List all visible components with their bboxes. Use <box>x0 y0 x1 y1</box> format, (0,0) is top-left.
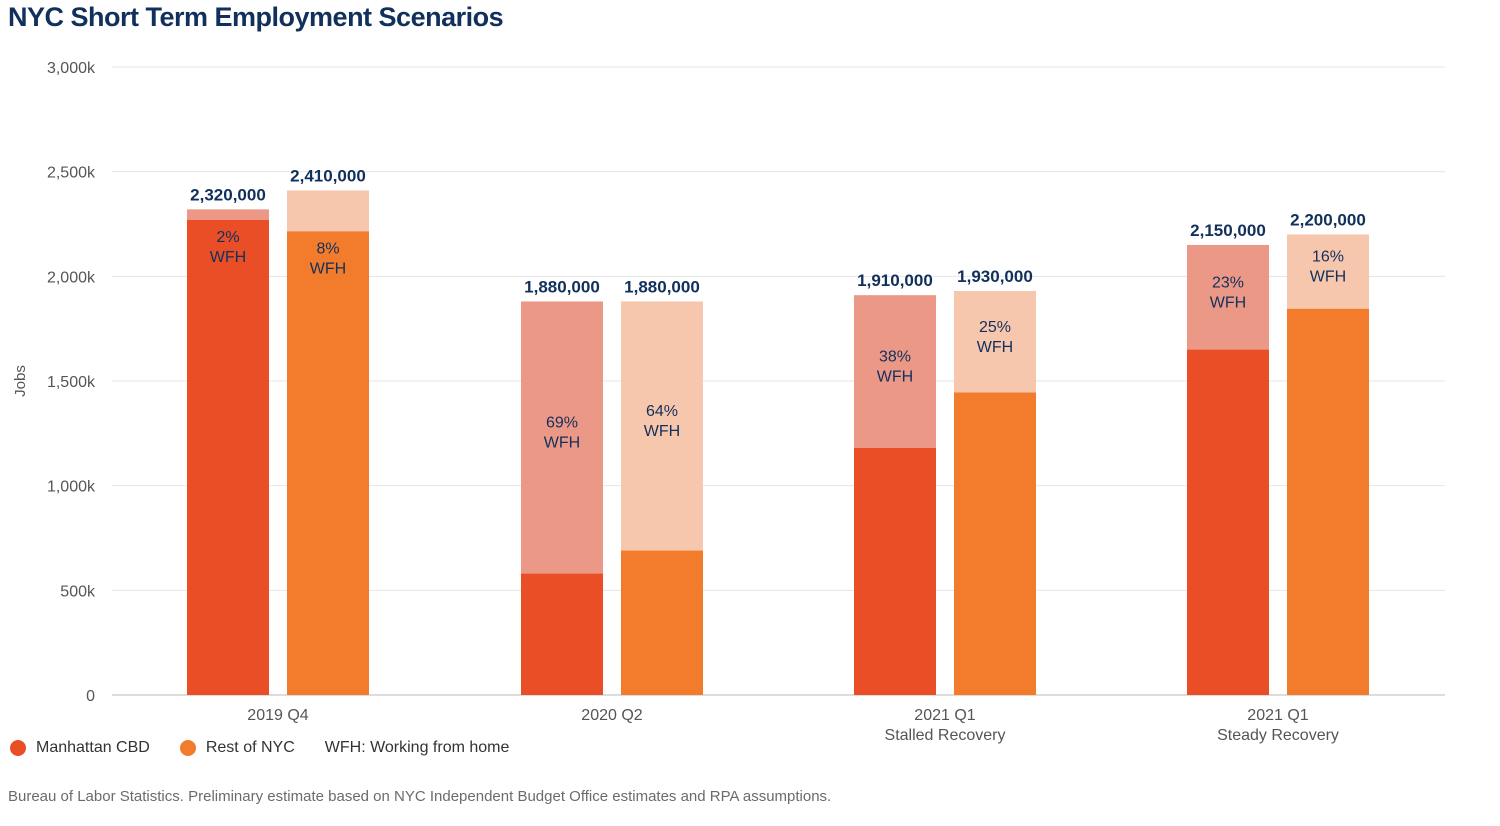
x-tick-label: 2021 Q1 <box>1247 707 1308 724</box>
total-label-rest: 2,200,000 <box>1290 210 1366 229</box>
total-label-rest: 2,410,000 <box>290 167 366 186</box>
bar-rest-office <box>621 550 703 695</box>
wfh-suffix-label-rest: WFH <box>977 339 1013 356</box>
y-tick-label: 1,000k <box>47 479 96 496</box>
x-tick-label: Steady Recovery <box>1217 727 1339 744</box>
wfh-pct-label-rest: 16% <box>1312 249 1344 266</box>
wfh-pct-label-rest: 25% <box>979 319 1011 336</box>
legend-label-rest: Rest of NYC <box>205 739 295 756</box>
y-axis-ticks: 0 500k 1,000k 1,500k 2,000k 2,500k 3,000k <box>47 60 96 705</box>
bar-rest-wfh <box>287 190 369 232</box>
bar-rest-wfh <box>954 290 1036 393</box>
y-tick-label: 3,000k <box>47 60 96 77</box>
legend-note-wfh: WFH: Working from home <box>325 739 510 757</box>
wfh-pct-label-manhattan: 2% <box>216 229 239 246</box>
bar-manhattan-wfh <box>1187 244 1269 350</box>
wfh-suffix-label-manhattan: WFH <box>1210 294 1246 311</box>
total-label-manhattan: 2,150,000 <box>1190 221 1266 240</box>
wfh-pct-label-rest: 64% <box>646 403 678 420</box>
bar-manhattan-office <box>521 573 603 695</box>
bar-manhattan-office <box>854 447 936 695</box>
y-tick-label: 0 <box>86 688 95 705</box>
x-tick-label: 2019 Q4 <box>247 707 308 724</box>
total-label-manhattan: 2,320,000 <box>190 185 266 204</box>
x-tick-label: 2020 Q2 <box>581 707 642 724</box>
legend-swatch-manhattan <box>10 740 26 756</box>
wfh-suffix-label-manhattan: WFH <box>210 249 246 266</box>
y-tick-label: 1,500k <box>47 374 96 391</box>
x-axis-ticks: 2019 Q4 2020 Q2 2021 Q1 Stalled Recovery 202… <box>247 707 1339 744</box>
x-tick-label: 2021 Q1 <box>914 707 975 724</box>
total-label-rest: 1,930,000 <box>957 267 1033 286</box>
chart-title: NYC Short Term Employment Scenarios <box>8 2 504 32</box>
wfh-suffix-label-rest: WFH <box>644 423 680 440</box>
bar-manhattan-wfh <box>521 301 603 574</box>
bar-manhattan-office <box>187 219 269 695</box>
bar-manhattan-office <box>1187 349 1269 695</box>
y-tick-label: 2,500k <box>47 165 96 182</box>
wfh-pct-label-manhattan: 69% <box>546 415 578 432</box>
legend-label-manhattan: Manhattan CBD <box>36 739 150 756</box>
wfh-pct-label-manhattan: 23% <box>1212 274 1244 291</box>
stacked-bar-chart: 0 500k 1,000k 1,500k 2,000k 2,500k 3,000k Jobs… <box>12 60 1445 744</box>
wfh-suffix-label-manhattan: WFH <box>544 435 580 452</box>
bar-manhattan-wfh <box>187 209 269 220</box>
wfh-suffix-label-rest: WFH <box>310 260 346 277</box>
legend-wfh-text: WFH: Working from home <box>324 739 510 756</box>
total-label-rest: 1,880,000 <box>624 277 700 296</box>
source-note: Bureau of Labor Statistics. Preliminary … <box>8 788 832 805</box>
bar-rest-wfh <box>1287 234 1369 309</box>
bar-rest-office <box>954 392 1036 695</box>
y-axis-label: Jobs <box>12 365 29 397</box>
bar-rest-wfh <box>621 301 703 551</box>
bar-manhattan-wfh <box>854 295 936 448</box>
wfh-pct-label-rest: 8% <box>316 240 339 257</box>
x-tick-label: Stalled Recovery <box>885 727 1006 744</box>
legend-item-manhattan: Manhattan CBD <box>10 739 150 757</box>
legend-item-rest: Rest of NYC <box>179 739 295 757</box>
wfh-suffix-label-rest: WFH <box>1310 269 1346 286</box>
legend: Manhattan CBD Rest of NYC WFH: Working f… <box>10 739 539 757</box>
wfh-pct-label-manhattan: 38% <box>879 349 911 366</box>
legend-swatch-rest <box>179 740 196 756</box>
y-tick-label: 2,000k <box>47 269 96 286</box>
y-tick-label: 500k <box>60 583 96 600</box>
total-label-manhattan: 1,910,000 <box>857 271 933 290</box>
bar-rest-office <box>287 231 369 695</box>
bar-rest-office <box>1287 308 1369 695</box>
wfh-suffix-label-manhattan: WFH <box>877 369 913 386</box>
bars: 2,320,000 2% WFH 2,410,000 8% WFH 1,880,000 69%… <box>187 167 1369 695</box>
total-label-manhattan: 1,880,000 <box>524 277 600 296</box>
